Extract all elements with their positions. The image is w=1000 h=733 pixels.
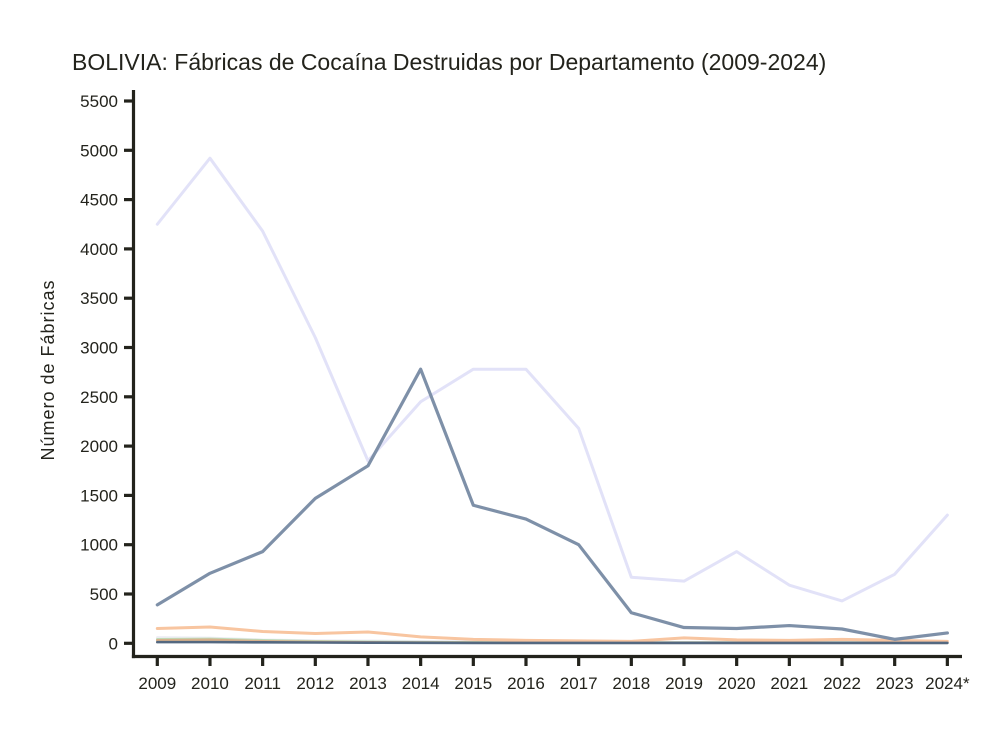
y-axis-tick-label: 5500 (80, 92, 118, 111)
x-axis-tick-label: 2015 (454, 674, 492, 693)
x-axis-tick-label: 2019 (665, 674, 703, 693)
series-slate-line (155, 367, 949, 641)
chart-title: BOLIVIA: Fábricas de Cocaína Destruidas … (72, 49, 826, 75)
x-axis-tick-label: 2016 (507, 674, 545, 693)
x-axis-tick-label: 2021 (770, 674, 808, 693)
x-axis-tick-label: 2020 (718, 674, 756, 693)
x-axis-tick-label: 2022 (823, 674, 861, 693)
y-axis-tick-label: 2500 (80, 388, 118, 407)
y-axis-tick-label: 500 (90, 585, 118, 604)
x-axis-tick-label: 2011 (244, 674, 281, 693)
x-axis-tick-label: 2018 (612, 674, 650, 693)
y-axis-tick-label: 3000 (80, 339, 118, 358)
y-axis-tick-label: 1000 (80, 536, 118, 555)
x-axis-tick-label: 2024* (925, 674, 970, 693)
plot-area: 0 500 1000 1500 2000 2500 3000 3500 4000 4500 5000… (80, 90, 970, 693)
y-axis-tick-label: 1500 (80, 486, 118, 505)
x-axis-tick-label: 2017 (560, 674, 598, 693)
y-axis-tick-label: 0 (109, 634, 118, 653)
y-axis-label: Número de Fábricas (38, 279, 58, 460)
y-axis-tick-label: 4000 (80, 240, 118, 259)
series-peach-line (155, 625, 949, 643)
series-lavender-line (155, 156, 949, 603)
x-axis-tick-label: 2013 (349, 674, 387, 693)
y-axis-tick-label: 4500 (80, 191, 118, 210)
x-axis-tick-label: 2023 (876, 674, 914, 693)
y-axis-tick-label: 2000 (80, 437, 118, 456)
x-axis-tick-label: 2009 (138, 674, 176, 693)
series-darkslate-line (156, 640, 949, 645)
x-axis-tick-label: 2012 (296, 674, 334, 693)
x-axis-tick-label: 2014 (402, 674, 440, 693)
x-axis-tick-label: 2010 (191, 674, 229, 693)
y-axis-tick-label: 5000 (80, 141, 118, 160)
y-axis-tick-label: 3500 (80, 289, 118, 308)
